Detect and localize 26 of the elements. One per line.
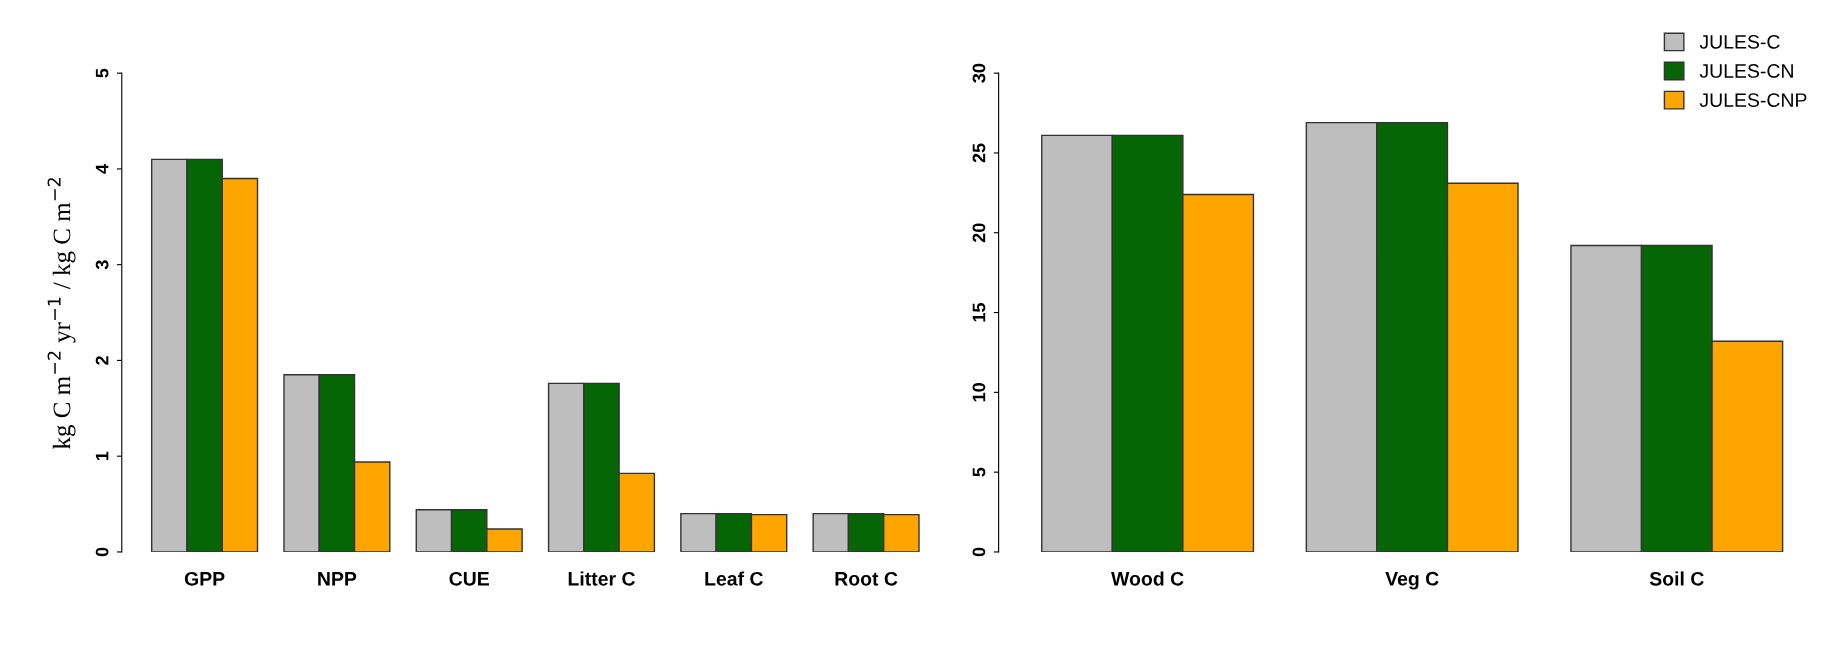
legend-label: JULES-CN — [1699, 64, 1793, 78]
legend-label: JULES-C — [1699, 34, 1780, 49]
x-tick-label: Soil C — [1649, 571, 1704, 586]
x-tick-label: Leaf C — [705, 571, 763, 586]
y-tick-label: 15 — [972, 303, 986, 322]
y-tick-label: 10 — [972, 383, 986, 402]
y-tick-label: 20 — [972, 223, 986, 243]
y-tick-label: 5 — [972, 467, 986, 477]
y-tick-label: 5 — [95, 68, 109, 78]
y-tick-label: 3 — [95, 260, 109, 270]
y-tick-label: 30 — [972, 63, 986, 83]
legend-label: JULES-CNP — [1699, 93, 1807, 107]
x-tick-label: Root C — [835, 571, 898, 586]
y-tick-label: 1 — [95, 451, 109, 461]
y-tick-label: 2 — [95, 356, 109, 365]
x-tick-label: CUE — [449, 571, 489, 586]
x-tick-label: Litter C — [568, 571, 635, 586]
y-tick-label: 4 — [95, 163, 109, 174]
x-tick-label: Veg C — [1385, 571, 1439, 590]
x-tick-label: NPP — [318, 572, 357, 586]
y-tick-label: 25 — [972, 143, 986, 163]
y-tick-label: 0 — [972, 547, 986, 557]
y-axis-title: kg C m$^{−2}$ yr$^{−1}$ / kg C m$^{−2}$ — [47, 178, 76, 450]
y-tick-label: 0 — [95, 547, 109, 557]
x-tick-label: GPP — [184, 571, 225, 586]
x-tick-label: Wood C — [1111, 571, 1184, 586]
